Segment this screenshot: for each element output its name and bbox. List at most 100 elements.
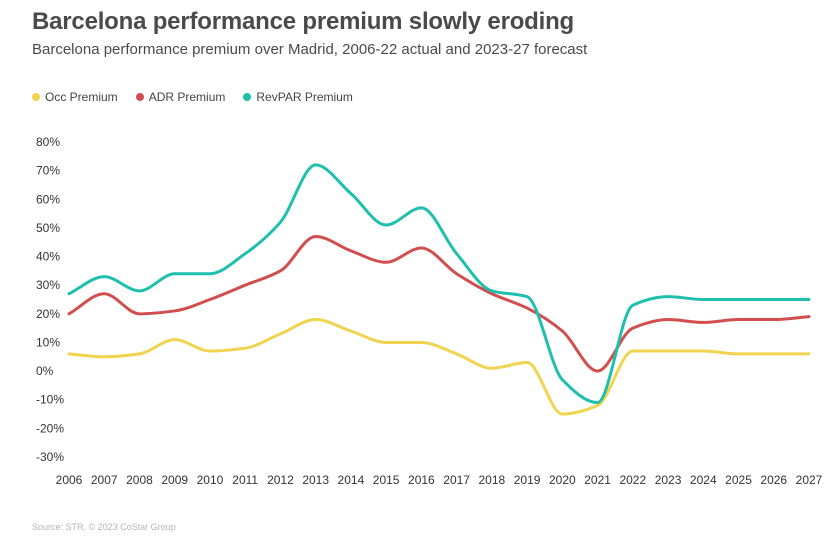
- source-note: Source: STR. © 2023 CoStar Group: [32, 522, 176, 532]
- data-point-adr-premium: [349, 249, 353, 253]
- data-point-revpar-premium: [737, 298, 741, 302]
- x-tick-label: 2007: [91, 473, 118, 487]
- x-tick-label: 2021: [584, 473, 611, 487]
- legend-swatch-revpar: [243, 93, 252, 101]
- x-tick-label: 2025: [725, 473, 752, 487]
- data-point-revpar-premium: [173, 272, 177, 276]
- data-point-revpar-premium: [419, 206, 423, 210]
- legend-swatch-occ: [32, 93, 40, 101]
- data-point-occ-premium: [243, 346, 247, 350]
- y-tick-label: -10%: [36, 393, 64, 407]
- data-point-revpar-premium: [278, 220, 282, 224]
- x-tick-label: 2009: [161, 473, 188, 487]
- data-point-revpar-premium: [208, 272, 212, 276]
- y-tick-label: 50%: [36, 221, 60, 235]
- x-tick-label: 2024: [690, 473, 717, 487]
- data-point-adr-premium: [102, 292, 106, 296]
- y-tick-label: 20%: [36, 307, 60, 321]
- data-point-occ-premium: [631, 349, 635, 353]
- y-tick-label: 30%: [36, 278, 60, 292]
- data-point-occ-premium: [314, 318, 318, 322]
- y-tick-label: 80%: [36, 135, 60, 149]
- y-axis: 80% 70% 60% 50% 40% 30% 20% 10% 0% -10% -20% -30%: [36, 135, 64, 464]
- legend-swatch-adr: [135, 93, 144, 101]
- data-point-adr-premium: [737, 318, 741, 322]
- x-tick-label: 2015: [373, 473, 400, 487]
- x-tick-label: 2016: [408, 473, 435, 487]
- data-point-adr-premium: [384, 260, 388, 264]
- data-point-adr-premium: [596, 369, 600, 373]
- legend-label-adr: ADR Premium: [148, 90, 226, 104]
- x-tick-label: 2013: [302, 473, 329, 487]
- data-point-occ-premium: [102, 355, 106, 359]
- data-point-occ-premium: [525, 361, 529, 365]
- data-point-occ-premium: [419, 340, 423, 344]
- data-point-occ-premium: [173, 338, 177, 342]
- data-point-revpar-premium: [349, 192, 353, 196]
- data-point-revpar-premium: [596, 401, 600, 405]
- x-tick-label: 2014: [338, 473, 365, 487]
- data-point-adr-premium: [314, 235, 318, 239]
- legend: Occ Premium ADR Premium RevPAR Premium: [32, 90, 353, 104]
- series-line-revpar-premium: [67, 163, 811, 405]
- series-line-occ-premium: [67, 318, 811, 416]
- data-point-adr-premium: [243, 283, 247, 287]
- legend-item-adr: ADR Premium: [135, 90, 226, 104]
- x-tick-label: 2017: [443, 473, 470, 487]
- data-point-occ-premium: [67, 352, 71, 356]
- data-point-adr-premium: [208, 298, 212, 302]
- data-point-revpar-premium: [243, 252, 247, 256]
- x-tick-label: 2023: [655, 473, 682, 487]
- data-point-revpar-premium: [631, 303, 635, 307]
- data-point-adr-premium: [807, 315, 811, 319]
- data-point-revpar-premium: [102, 275, 106, 279]
- data-point-occ-premium: [807, 352, 811, 356]
- data-point-occ-premium: [666, 349, 670, 353]
- chart-subtitle: Barcelona performance premium over Madri…: [32, 41, 588, 58]
- data-point-occ-premium: [384, 340, 388, 344]
- x-tick-label: 2022: [619, 473, 646, 487]
- data-point-occ-premium: [701, 349, 705, 353]
- x-tick-label: 2020: [549, 473, 576, 487]
- legend-item-occ: Occ Premium: [32, 90, 118, 104]
- data-point-revpar-premium: [314, 163, 318, 167]
- data-point-occ-premium: [560, 412, 564, 416]
- data-point-revpar-premium: [772, 298, 776, 302]
- y-tick-label: 40%: [36, 250, 60, 264]
- y-tick-label: 0%: [36, 364, 54, 378]
- data-point-revpar-premium: [525, 295, 529, 299]
- data-point-adr-premium: [278, 269, 282, 273]
- data-point-occ-premium: [490, 366, 494, 370]
- data-point-revpar-premium: [137, 289, 141, 293]
- data-point-adr-premium: [67, 312, 71, 316]
- series-line-adr-premium: [67, 235, 811, 373]
- x-axis: 2006 2007 2008 2009 2010 2011 2012 2013 2014 2015…: [56, 473, 823, 487]
- data-point-occ-premium: [455, 352, 459, 356]
- y-tick-label: 70%: [36, 164, 60, 178]
- legend-label-revpar: RevPAR Premium: [256, 90, 353, 104]
- y-tick-label: 60%: [36, 192, 60, 206]
- data-point-occ-premium: [349, 329, 353, 333]
- data-point-revpar-premium: [560, 378, 564, 382]
- data-point-occ-premium: [772, 352, 776, 356]
- chart-title: Barcelona performance premium slowly ero…: [32, 8, 575, 35]
- data-point-adr-premium: [173, 309, 177, 313]
- series-layer: [67, 163, 811, 416]
- legend-item-revpar: RevPAR Premium: [243, 90, 353, 104]
- data-point-revpar-premium: [807, 298, 811, 302]
- data-point-adr-premium: [137, 312, 141, 316]
- data-point-adr-premium: [666, 318, 670, 322]
- data-point-occ-premium: [208, 349, 212, 353]
- x-tick-label: 2006: [56, 473, 83, 487]
- data-point-adr-premium: [455, 272, 459, 276]
- x-tick-label: 2012: [267, 473, 294, 487]
- legend-label-occ: Occ Premium: [45, 90, 118, 104]
- data-point-revpar-premium: [490, 289, 494, 293]
- x-tick-label: 2026: [760, 473, 787, 487]
- data-point-adr-premium: [701, 320, 705, 324]
- x-tick-label: 2010: [197, 473, 224, 487]
- y-tick-label: 10%: [36, 335, 60, 349]
- data-point-occ-premium: [737, 352, 741, 356]
- data-point-adr-premium: [525, 306, 529, 310]
